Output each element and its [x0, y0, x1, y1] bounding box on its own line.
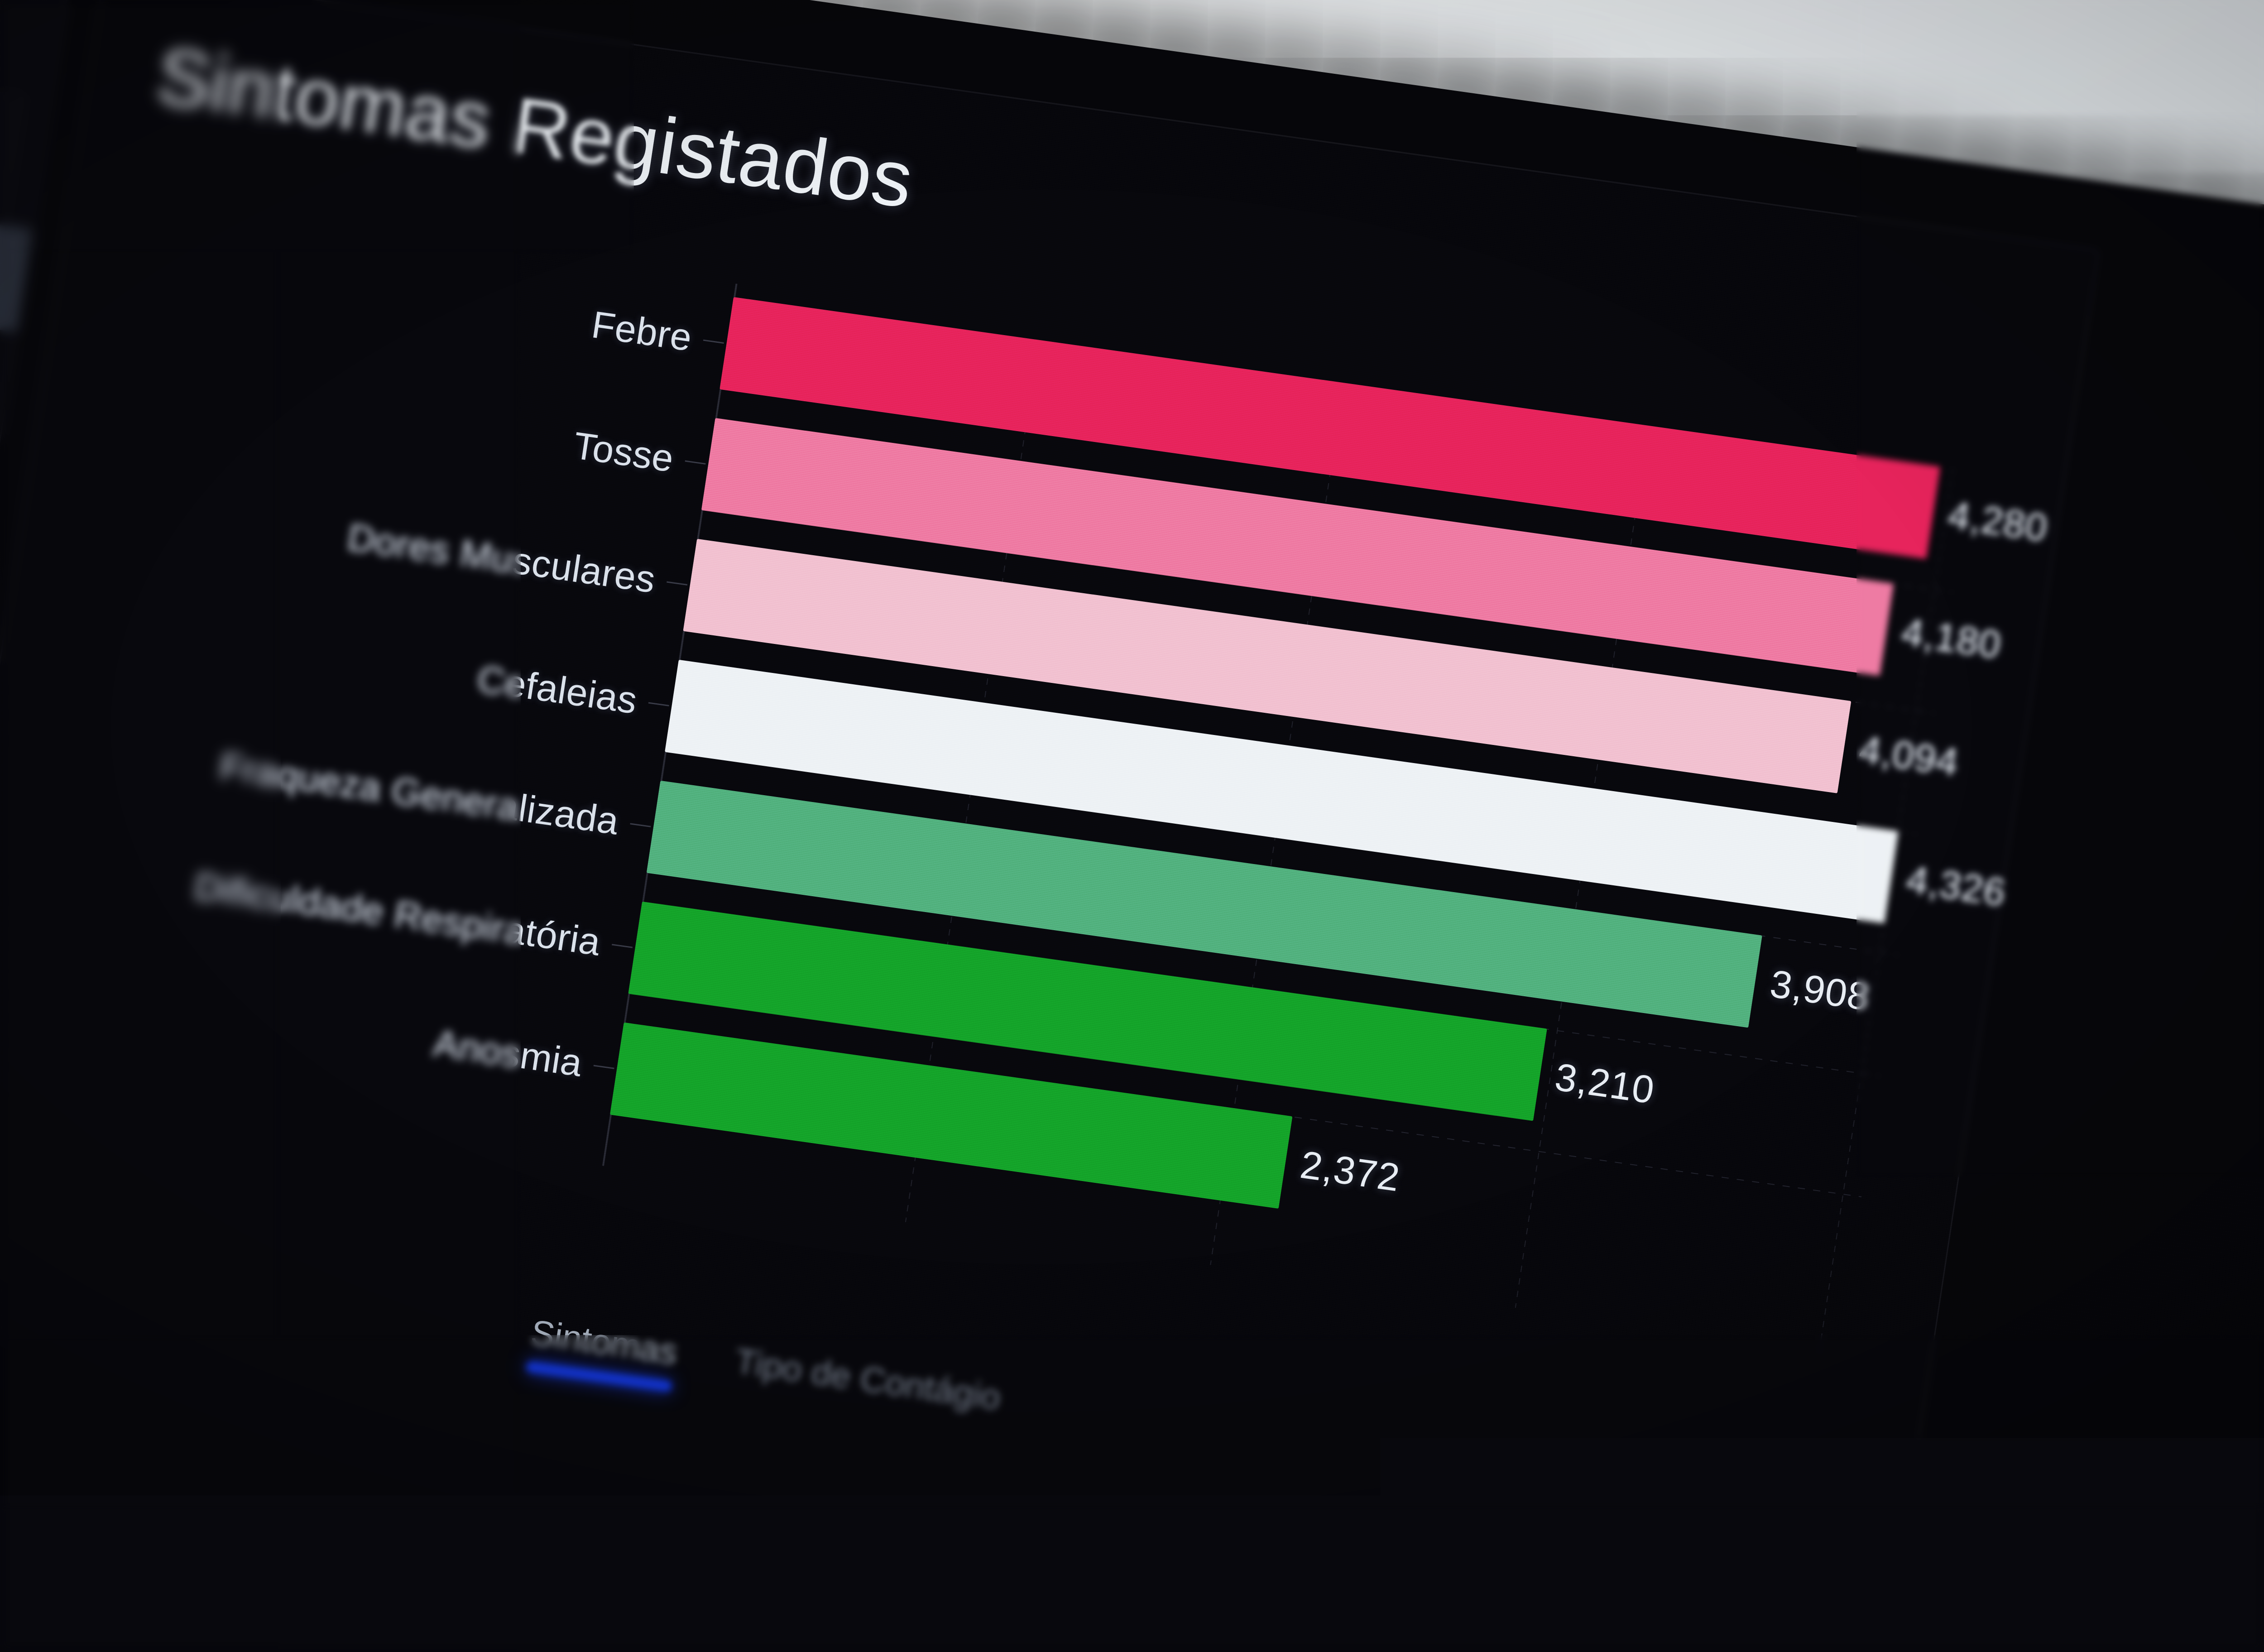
secondary-tab-card[interactable]: Grupo Etário: [1460, 1556, 2264, 1652]
bar-value: 3,210: [1552, 1055, 1658, 1113]
chart-card: Sintomas Registados Fe: [0, 0, 2100, 1652]
bar-value: 4,280: [1945, 493, 2051, 551]
bar-label: Fraqueza Generalizada: [217, 744, 622, 844]
axis-tick: [630, 823, 651, 827]
axis-tick: [648, 702, 669, 706]
tab-tipo-de-contagio[interactable]: Tipo de Contágio: [729, 1340, 1062, 1446]
page-title: Sintomas Registados: [151, 29, 919, 226]
table-row[interactable]: Fraqueza Generalizada 3,908: [647, 781, 661, 873]
tab-label: Sintomas: [528, 1312, 680, 1372]
tab-label: Tipo de Contágio: [733, 1341, 1004, 1417]
table-row[interactable]: Dificuldade Respiratória 3,210: [628, 902, 642, 994]
bar-label: Cefaleias: [475, 657, 640, 723]
axis-tick: [703, 340, 724, 344]
bar-value: 4,180: [1899, 610, 2004, 668]
bar-label: Tosse: [571, 423, 676, 481]
axis-tick: [667, 581, 687, 586]
bar-value: 2,372: [1297, 1143, 1403, 1201]
bar-chart-plot: Febre 4,280 Tosse 4,180 Dores Musculares…: [605, 297, 1953, 1319]
table-row[interactable]: Tosse 4,180: [701, 418, 715, 510]
sidebar-card-1[interactable]: [0, 58, 25, 230]
axis-tick: [685, 461, 706, 465]
tab-bar[interactable]: Sintomas Tipo de Contágio: [525, 1311, 1062, 1446]
tab-grupo-etario[interactable]: Grupo Etário: [1554, 1626, 1768, 1652]
table-row[interactable]: Dores Musculares 4,094: [683, 539, 697, 631]
bar-label: Febre: [589, 303, 695, 360]
table-row[interactable]: Febre 4,280: [719, 297, 734, 389]
table-row[interactable]: Cefaleias 4,326: [665, 660, 679, 752]
axis-tick: [612, 944, 633, 948]
table-row[interactable]: Anosmia 2,372: [610, 1023, 624, 1115]
bar-label: Dores Musculares: [345, 515, 658, 602]
tab-sintomas[interactable]: Sintomas: [525, 1311, 739, 1401]
bar-value: 4,326: [1903, 857, 2009, 916]
sidebar-scroll-thumb[interactable]: [0, 221, 33, 332]
bar-value: 4,094: [1856, 727, 1962, 786]
axis-tick: [594, 1065, 614, 1069]
bar-value: 3,908: [1767, 961, 1873, 1020]
photo-scene: nados o Gaia bos ão de Casos Suspeitos S…: [0, 0, 2264, 1652]
bar-label: Anosmia: [431, 1021, 585, 1085]
monitor-screen: nados o Gaia bos ão de Casos Suspeitos S…: [0, 0, 2264, 1652]
bar-label: Dificuldade Respiratória: [192, 864, 604, 965]
